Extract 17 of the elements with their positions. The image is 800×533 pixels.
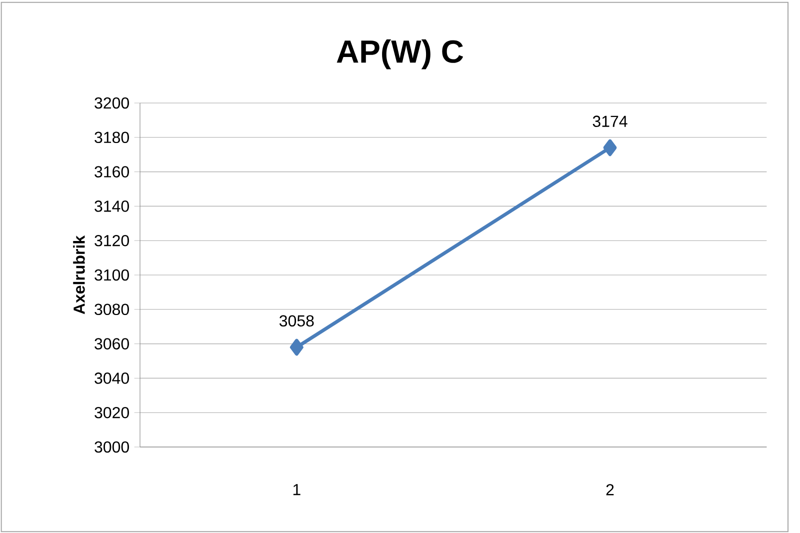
chart-title: AP(W) C bbox=[336, 39, 464, 70]
y-tick-label: 3200 bbox=[94, 97, 129, 109]
y-tick-label: 3020 bbox=[94, 406, 129, 418]
data-label: 3174 bbox=[592, 116, 628, 127]
y-tick-label: 3040 bbox=[94, 372, 129, 384]
y-tick-label: 3180 bbox=[94, 132, 129, 144]
y-tick-label: 3000 bbox=[94, 441, 129, 453]
y-tick-label: 3080 bbox=[94, 304, 129, 316]
y-tick-label: 3100 bbox=[94, 269, 129, 281]
y-tick-label: 3160 bbox=[94, 166, 129, 178]
y-tick-label: 3140 bbox=[94, 200, 129, 212]
x-tick-label: 2 bbox=[606, 484, 614, 496]
y-tick-label: 3120 bbox=[94, 234, 129, 246]
x-tick-label: 1 bbox=[293, 484, 300, 496]
y-tick-label: 3060 bbox=[94, 338, 129, 350]
data-label: 3058 bbox=[279, 315, 314, 327]
y-axis-title: Axelrubrik bbox=[73, 235, 85, 314]
